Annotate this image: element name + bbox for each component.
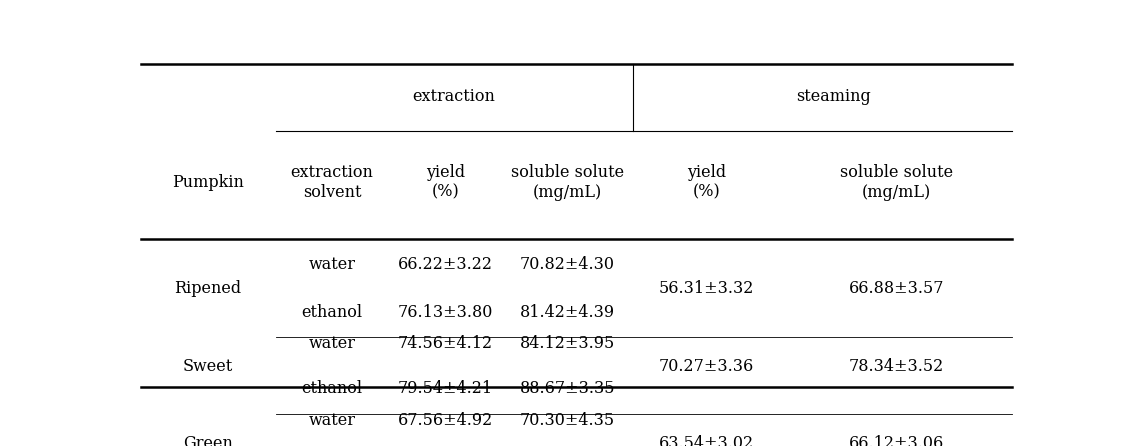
Text: yield
(%): yield (%) xyxy=(687,164,726,201)
Text: yield
(%): yield (%) xyxy=(426,164,465,201)
Text: water: water xyxy=(309,413,355,429)
Text: soluble solute
(mg/mL): soluble solute (mg/mL) xyxy=(510,164,624,201)
Text: steaming: steaming xyxy=(796,88,870,105)
Text: 63.54±3.02: 63.54±3.02 xyxy=(659,435,754,446)
Text: 66.88±3.57: 66.88±3.57 xyxy=(849,280,944,297)
Text: 79.54±4.21: 79.54±4.21 xyxy=(398,380,493,397)
Text: 70.82±4.30: 70.82±4.30 xyxy=(519,256,615,273)
Text: Green: Green xyxy=(183,435,233,446)
Text: 70.27±3.36: 70.27±3.36 xyxy=(659,358,754,375)
Text: ethanol: ethanol xyxy=(301,380,363,397)
Text: extraction
solvent: extraction solvent xyxy=(291,164,373,201)
Text: 67.56±4.92: 67.56±4.92 xyxy=(398,413,493,429)
Text: 74.56±4.12: 74.56±4.12 xyxy=(398,335,493,352)
Text: soluble solute
(mg/mL): soluble solute (mg/mL) xyxy=(840,164,953,201)
Text: 76.13±3.80: 76.13±3.80 xyxy=(398,304,493,321)
Text: Pumpkin: Pumpkin xyxy=(172,174,244,191)
Text: 88.67±3.35: 88.67±3.35 xyxy=(519,380,615,397)
Text: 66.22±3.22: 66.22±3.22 xyxy=(398,256,493,273)
Text: ethanol: ethanol xyxy=(301,304,363,321)
Text: 81.42±4.39: 81.42±4.39 xyxy=(519,304,615,321)
Text: Sweet: Sweet xyxy=(183,358,233,375)
Text: 70.30±4.35: 70.30±4.35 xyxy=(519,413,615,429)
Text: 56.31±3.32: 56.31±3.32 xyxy=(659,280,754,297)
Text: 84.12±3.95: 84.12±3.95 xyxy=(519,335,615,352)
Text: water: water xyxy=(309,335,355,352)
Text: 66.12±3.06: 66.12±3.06 xyxy=(849,435,944,446)
Text: water: water xyxy=(309,256,355,273)
Text: extraction: extraction xyxy=(413,88,496,105)
Text: Ripened: Ripened xyxy=(174,280,242,297)
Text: 78.34±3.52: 78.34±3.52 xyxy=(849,358,944,375)
